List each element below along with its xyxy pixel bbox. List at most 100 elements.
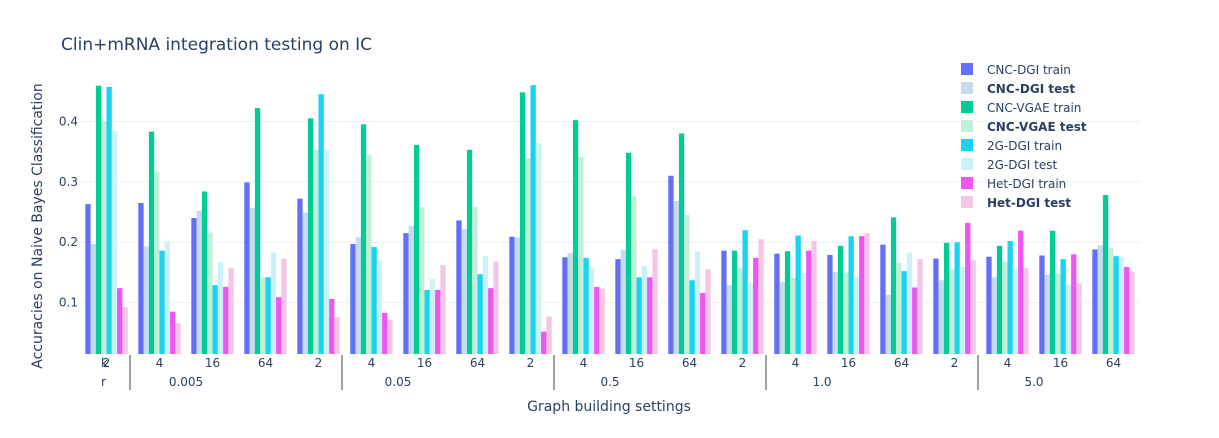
bar-cnc-dgi-test[interactable]	[143, 246, 149, 354]
bar-2g-dgi-train[interactable]	[1060, 259, 1066, 354]
legend-item-2g-dgi-test[interactable]: 2G-DGI test	[961, 158, 1057, 172]
bar-cnc-vgae-test[interactable]	[1002, 261, 1008, 354]
bar-het-dgi-train[interactable]	[965, 222, 971, 354]
bar-het-dgi-train[interactable]	[912, 287, 918, 354]
bar-cnc-dgi-train[interactable]	[562, 257, 568, 354]
bar-cnc-vgae-test[interactable]	[737, 268, 743, 354]
bar-2g-dgi-train[interactable]	[636, 277, 642, 354]
bar-het-dgi-test[interactable]	[228, 268, 234, 354]
bar-2g-dgi-test[interactable]	[853, 276, 860, 354]
bar-2g-dgi-test[interactable]	[1118, 256, 1125, 354]
bar-cnc-vgae-test[interactable]	[790, 277, 796, 354]
bar-cnc-dgi-train[interactable]	[244, 182, 250, 354]
bar-2g-dgi-train[interactable]	[1007, 241, 1013, 354]
bar-het-dgi-test[interactable]	[493, 261, 499, 354]
bar-cnc-vgae-test[interactable]	[949, 269, 955, 354]
bar-cnc-vgae-train[interactable]	[678, 133, 685, 354]
bar-2g-dgi-train[interactable]	[742, 230, 748, 354]
bar-2g-dgi-test[interactable]	[111, 131, 118, 354]
bar-cnc-dgi-test[interactable]	[620, 250, 626, 354]
bar-het-dgi-train[interactable]	[276, 297, 282, 354]
bar-2g-dgi-train[interactable]	[424, 289, 430, 354]
legend-item-cnc-dgi-test[interactable]: CNC-DGI test	[961, 82, 1075, 96]
bar-cnc-vgae-train[interactable]	[837, 245, 844, 354]
bar-het-dgi-test[interactable]	[970, 260, 976, 354]
bar-cnc-vgae-train[interactable]	[731, 250, 738, 354]
bar-2g-dgi-test[interactable]	[1065, 284, 1072, 354]
bar-cnc-vgae-train[interactable]	[201, 191, 208, 354]
bar-cnc-vgae-test[interactable]	[896, 262, 902, 354]
bar-het-dgi-train[interactable]	[700, 292, 706, 354]
bar-2g-dgi-test[interactable]	[535, 143, 542, 354]
bar-cnc-dgi-train[interactable]	[350, 244, 356, 354]
bar-2g-dgi-train[interactable]	[954, 242, 960, 354]
bar-cnc-dgi-train[interactable]	[509, 236, 515, 354]
bar-2g-dgi-train[interactable]	[265, 277, 271, 354]
bar-2g-dgi-test[interactable]	[1012, 268, 1019, 354]
bar-het-dgi-train[interactable]	[488, 288, 494, 354]
legend-item-cnc-vgae-train[interactable]: CNC-VGAE train	[961, 101, 1081, 115]
bar-het-dgi-test[interactable]	[652, 249, 658, 354]
bar-cnc-vgae-train[interactable]	[519, 92, 526, 355]
bar-cnc-vgae-train[interactable]	[95, 85, 102, 355]
bar-cnc-dgi-test[interactable]	[938, 280, 944, 354]
bar-het-dgi-train[interactable]	[753, 257, 759, 354]
bar-2g-dgi-train[interactable]	[1113, 256, 1119, 354]
bar-cnc-dgi-test[interactable]	[726, 285, 732, 354]
bar-het-dgi-test[interactable]	[387, 320, 393, 354]
bar-cnc-vgae-test[interactable]	[366, 154, 372, 354]
bar-het-dgi-train[interactable]	[117, 288, 123, 354]
bar-cnc-vgae-train[interactable]	[307, 118, 314, 354]
bar-het-dgi-train[interactable]	[1071, 254, 1077, 354]
bar-2g-dgi-test[interactable]	[800, 273, 807, 354]
bar-het-dgi-test[interactable]	[864, 233, 870, 354]
bar-het-dgi-train[interactable]	[382, 312, 388, 354]
bar-cnc-dgi-train[interactable]	[986, 256, 992, 354]
legend-item-cnc-vgae-test[interactable]: CNC-VGAE test	[961, 120, 1087, 134]
bar-het-dgi-test[interactable]	[917, 259, 923, 354]
bar-2g-dgi-test[interactable]	[164, 241, 171, 354]
bar-cnc-vgae-train[interactable]	[890, 217, 897, 354]
bar-cnc-dgi-test[interactable]	[90, 244, 96, 354]
bar-cnc-vgae-train[interactable]	[572, 120, 579, 355]
bar-2g-dgi-test[interactable]	[429, 279, 436, 354]
bar-cnc-dgi-test[interactable]	[355, 237, 361, 354]
bar-cnc-dgi-train[interactable]	[1092, 249, 1098, 354]
bar-cnc-vgae-test[interactable]	[631, 196, 637, 354]
bar-2g-dgi-train[interactable]	[530, 85, 536, 355]
bar-2g-dgi-train[interactable]	[689, 280, 695, 354]
bar-cnc-dgi-train[interactable]	[138, 202, 144, 354]
bar-cnc-vgae-test[interactable]	[684, 215, 690, 354]
bar-cnc-vgae-train[interactable]	[466, 149, 473, 354]
bar-cnc-vgae-train[interactable]	[1049, 230, 1056, 354]
bar-cnc-dgi-test[interactable]	[1097, 245, 1103, 354]
bar-cnc-dgi-train[interactable]	[668, 175, 674, 354]
bar-2g-dgi-train[interactable]	[583, 257, 589, 354]
bar-het-dgi-train[interactable]	[647, 277, 653, 354]
bar-cnc-vgae-test[interactable]	[101, 120, 107, 354]
bar-cnc-vgae-train[interactable]	[784, 251, 791, 354]
bar-cnc-dgi-test[interactable]	[779, 282, 785, 354]
bar-cnc-dgi-train[interactable]	[456, 220, 462, 354]
bar-cnc-vgae-test[interactable]	[419, 207, 425, 354]
bar-2g-dgi-test[interactable]	[482, 256, 489, 354]
bar-2g-dgi-test[interactable]	[270, 252, 277, 354]
bar-cnc-vgae-test[interactable]	[472, 207, 478, 354]
bar-cnc-dgi-test[interactable]	[567, 253, 573, 354]
legend-item-cnc-dgi-train[interactable]: CNC-DGI train	[961, 63, 1071, 77]
bar-cnc-vgae-train[interactable]	[625, 152, 632, 354]
bar-cnc-dgi-train[interactable]	[721, 250, 727, 354]
bar-cnc-dgi-train[interactable]	[1039, 255, 1045, 354]
bar-cnc-vgae-train[interactable]	[996, 245, 1003, 354]
bar-2g-dgi-test[interactable]	[588, 268, 595, 354]
bar-cnc-dgi-test[interactable]	[249, 207, 255, 354]
bar-cnc-vgae-test[interactable]	[1108, 248, 1114, 354]
bar-cnc-vgae-train[interactable]	[413, 144, 420, 354]
bar-het-dgi-test[interactable]	[705, 269, 711, 354]
bar-2g-dgi-train[interactable]	[212, 285, 218, 354]
bar-het-dgi-train[interactable]	[435, 289, 441, 354]
bar-het-dgi-test[interactable]	[175, 323, 181, 354]
bar-2g-dgi-train[interactable]	[848, 236, 854, 354]
bar-het-dgi-test[interactable]	[334, 317, 340, 354]
bar-het-dgi-test[interactable]	[758, 239, 764, 354]
